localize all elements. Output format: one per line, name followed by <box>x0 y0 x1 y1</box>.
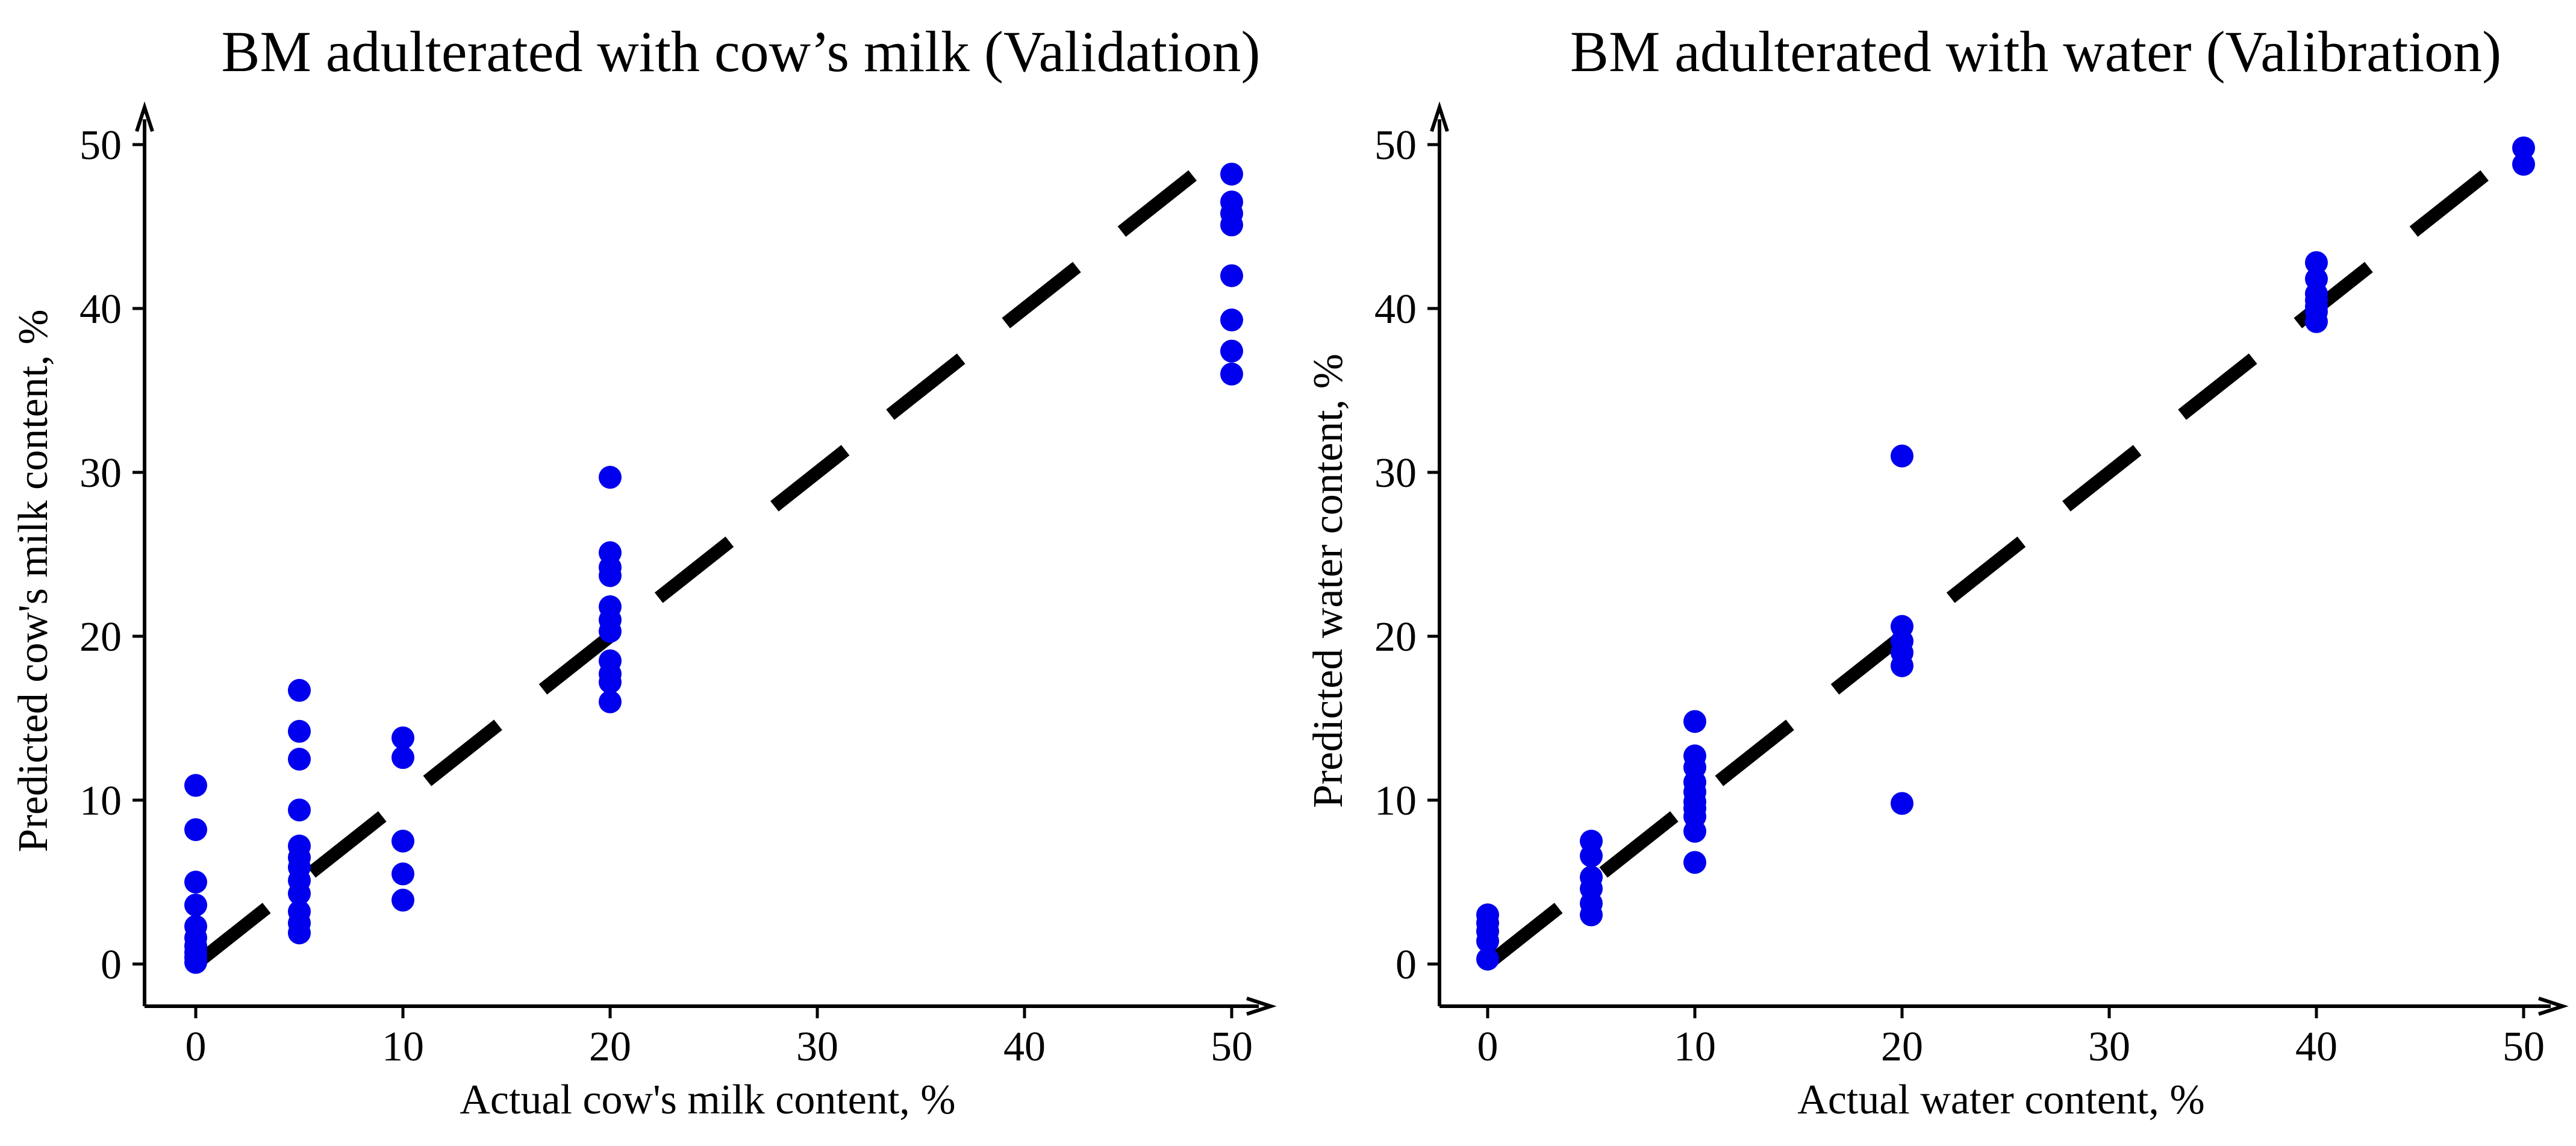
y-axis-label: Predicted cow's milk content, % <box>10 309 57 852</box>
data-point <box>1220 213 1243 237</box>
x-axis-label: Actual water content, % <box>1797 1077 2204 1123</box>
y-tick-label: 20 <box>80 614 122 660</box>
chart-title: BM adulterated with water (Valibration) <box>1570 19 2501 84</box>
data-point <box>599 564 622 587</box>
data-point <box>288 719 311 743</box>
data-point <box>391 830 414 853</box>
data-point <box>184 774 207 797</box>
data-point <box>2305 310 2328 333</box>
y-axis-arrow-icon <box>1430 101 1449 132</box>
data-point <box>1476 929 1499 953</box>
y-tick-label: 40 <box>80 286 122 333</box>
x-tick-label: 0 <box>186 1024 207 1070</box>
data-point <box>1476 947 1499 971</box>
y-tick-label: 0 <box>1396 942 1417 988</box>
data-point <box>1220 308 1243 332</box>
data-point <box>391 888 414 912</box>
data-point <box>1891 654 1913 677</box>
data-point <box>1220 162 1243 186</box>
chart-title: BM adulterated with cow’s milk (Validati… <box>222 19 1261 84</box>
y-axis-label: Predicted water content, % <box>1305 354 1352 808</box>
data-point <box>599 466 622 489</box>
data-point <box>1220 264 1243 287</box>
x-tick-label: 10 <box>1674 1024 1716 1070</box>
data-point <box>184 818 207 841</box>
data-point <box>184 894 207 917</box>
data-point <box>288 678 311 702</box>
y-tick-label: 20 <box>1374 614 1417 660</box>
data-point <box>599 671 622 694</box>
data-point <box>1683 851 1706 874</box>
x-axis-label: Actual cow's milk content, % <box>460 1077 955 1123</box>
x-tick-label: 30 <box>2088 1024 2130 1070</box>
data-point <box>599 690 622 713</box>
data-point <box>391 726 414 750</box>
x-tick-label: 20 <box>589 1024 631 1070</box>
x-tick-label: 50 <box>2503 1024 2545 1070</box>
y-tick-label: 30 <box>1374 450 1417 496</box>
data-point <box>288 921 311 945</box>
data-point <box>184 951 207 974</box>
data-point <box>288 882 311 906</box>
data-point <box>1580 844 1603 868</box>
y-tick-label: 10 <box>80 778 122 824</box>
data-point <box>288 748 311 771</box>
reference-line <box>192 164 1205 969</box>
x-axis-arrow-icon <box>1246 997 1277 1016</box>
y-tick-label: 10 <box>1374 778 1417 824</box>
reference-line <box>1483 147 2518 969</box>
data-point <box>1580 903 1603 927</box>
data-point <box>184 871 207 894</box>
y-tick-label: 0 <box>101 942 122 988</box>
x-axis-arrow-icon <box>2538 997 2569 1016</box>
data-point <box>391 862 414 886</box>
data-point <box>391 746 414 769</box>
data-point <box>1891 444 1913 468</box>
data-point <box>2512 152 2535 176</box>
x-tick-label: 40 <box>1003 1024 1046 1070</box>
data-point <box>1220 339 1243 363</box>
x-tick-label: 0 <box>1477 1024 1499 1070</box>
y-tick-label: 40 <box>1374 286 1417 333</box>
y-tick-label: 30 <box>80 450 122 496</box>
y-axis-arrow-icon <box>135 101 154 132</box>
data-point <box>1220 362 1243 386</box>
x-tick-label: 30 <box>796 1024 838 1070</box>
data-point <box>2305 251 2328 274</box>
data-point <box>1891 792 1913 815</box>
x-tick-label: 20 <box>1881 1024 1923 1070</box>
y-tick-label: 50 <box>80 122 122 169</box>
data-point <box>2512 136 2535 160</box>
y-tick-label: 50 <box>1374 122 1417 169</box>
x-tick-label: 10 <box>382 1024 424 1070</box>
data-point <box>1683 819 1706 843</box>
data-point <box>599 619 622 643</box>
data-point <box>1683 710 1706 733</box>
data-point <box>288 798 311 822</box>
x-tick-label: 40 <box>2295 1024 2337 1070</box>
x-tick-label: 50 <box>1211 1024 1253 1070</box>
